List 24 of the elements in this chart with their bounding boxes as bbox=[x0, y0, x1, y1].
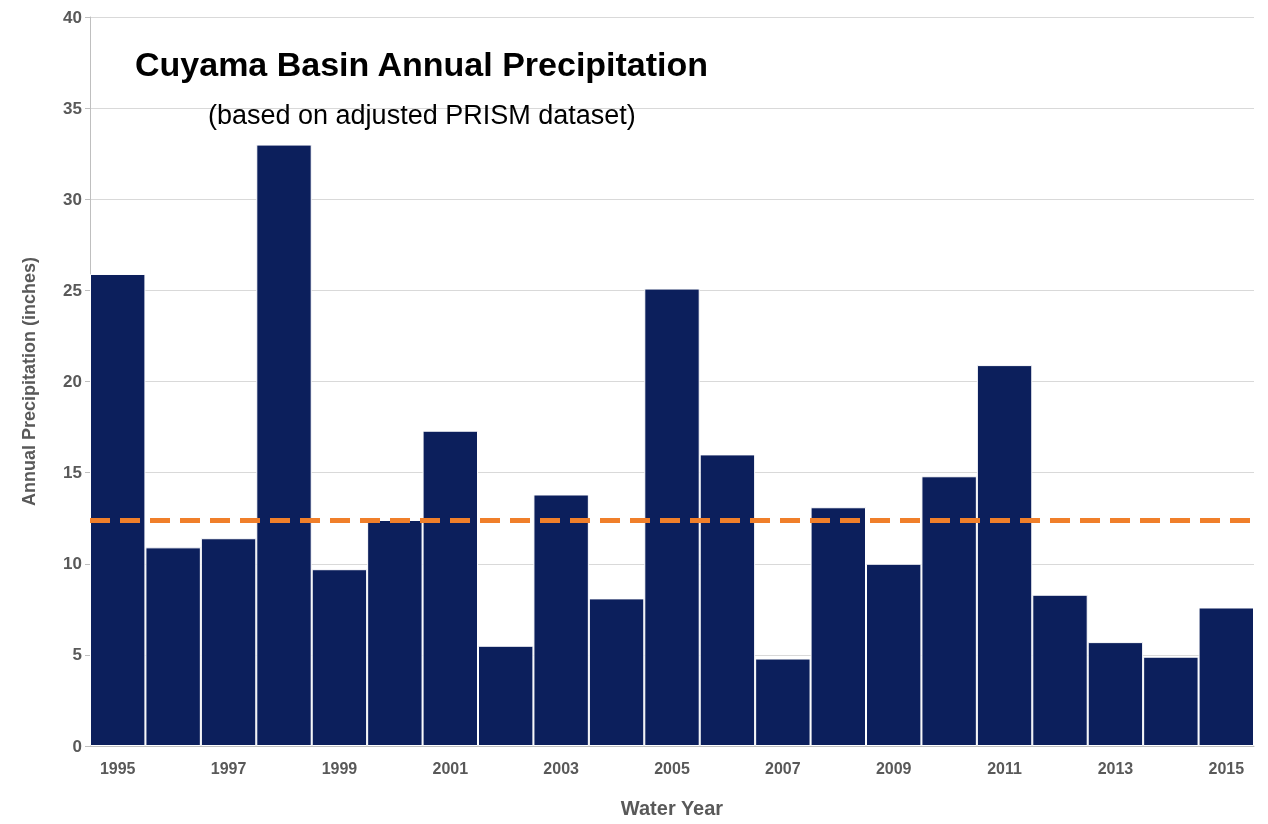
x-tick-label: 2003 bbox=[543, 759, 580, 777]
text: Cuyama Basin Annual Precipitation bbox=[135, 45, 709, 83]
x-tick-label: 2015 bbox=[1208, 759, 1245, 777]
y-tick-label: 30 bbox=[63, 189, 82, 209]
x-tick-label: 2011 bbox=[987, 759, 1023, 777]
x-tick-label: 1999 bbox=[321, 759, 358, 777]
y-tick-label: 20 bbox=[63, 372, 82, 391]
y-tick-label: 10 bbox=[63, 554, 82, 574]
y-tick-label: 0 bbox=[72, 736, 82, 756]
x-tick-label: 2009 bbox=[875, 759, 912, 777]
x-tick-label: 2007 bbox=[765, 759, 801, 777]
y-tick-label: 40 bbox=[63, 7, 82, 27]
y-axis-title: Annual Precipitation (inches) bbox=[19, 256, 39, 507]
x-tick-label: 2005 bbox=[654, 759, 690, 777]
x-axis-title: Water Year bbox=[620, 797, 724, 819]
x-tick-label: 2013 bbox=[1097, 759, 1134, 777]
x-tick-label: 1997 bbox=[210, 759, 247, 777]
x-tick-label: 1995 bbox=[99, 759, 136, 777]
y-tick-label: 5 bbox=[72, 645, 82, 665]
y-tick-label: 25 bbox=[63, 280, 82, 300]
y-tick-label: 35 bbox=[63, 98, 82, 118]
x-tick-label: 2001 bbox=[432, 759, 469, 777]
y-tick-label: 15 bbox=[63, 463, 82, 483]
text: (based on adjusted PRISM dataset) bbox=[208, 99, 636, 130]
